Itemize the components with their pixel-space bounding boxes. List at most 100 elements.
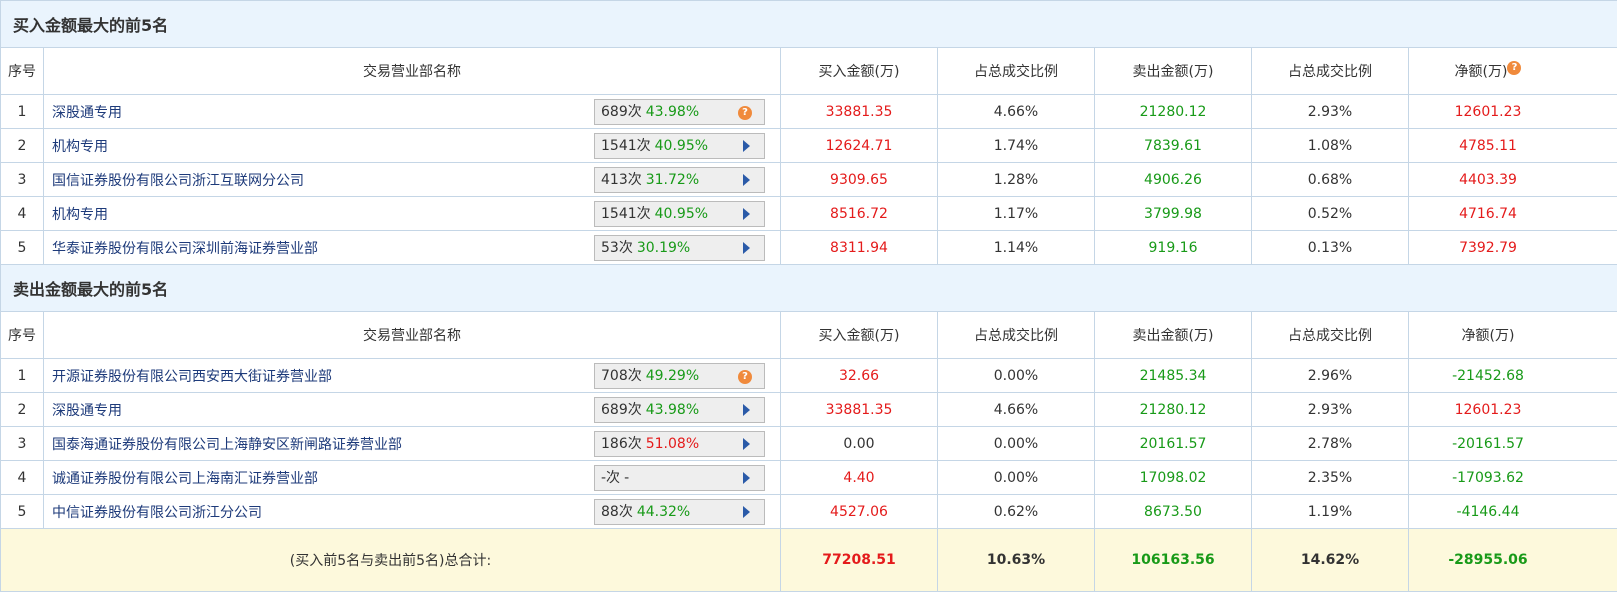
column-header-label: 交易营业部名称 xyxy=(363,64,461,80)
times-count: 413次 xyxy=(601,172,642,188)
buy-amount: 33881.35 xyxy=(781,393,938,427)
sell-ratio: 2.93% xyxy=(1252,95,1409,129)
help-icon[interactable]: ? xyxy=(738,106,752,120)
column-header: 卖出金额(万) xyxy=(1095,312,1252,359)
net-amount: -20161.57 xyxy=(1409,427,1617,461)
expand-arrow-icon[interactable] xyxy=(743,404,750,416)
times-count: 689次 xyxy=(601,402,642,418)
column-header: 交易营业部名称 xyxy=(44,48,781,95)
win-rate: - xyxy=(624,470,629,486)
expand-arrow-icon[interactable] xyxy=(743,506,750,518)
rank: 2 xyxy=(1,129,44,163)
expand-arrow-icon[interactable] xyxy=(743,174,750,186)
branch-name-link[interactable]: 开源证券股份有限公司西安西大街证券营业部 xyxy=(52,369,332,385)
column-header: 占总成交比例 xyxy=(938,312,1095,359)
total-net: -28955.06 xyxy=(1409,529,1617,592)
section-title: 买入金额最大的前5名 xyxy=(1,1,1617,48)
branch-name-link[interactable]: 诚通证券股份有限公司上海南汇证券营业部 xyxy=(52,471,318,487)
net-amount: 4785.11 xyxy=(1409,129,1617,163)
column-header: 买入金额(万) xyxy=(781,48,938,95)
sell-amount: 21280.12 xyxy=(1095,393,1252,427)
section-title: 卖出金额最大的前5名 xyxy=(1,265,1617,312)
branch-name-link[interactable]: 机构专用 xyxy=(52,139,108,155)
column-header: 净额(万) xyxy=(1409,312,1617,359)
total-buy: 77208.51 xyxy=(781,529,938,592)
expand-arrow-icon[interactable] xyxy=(743,242,750,254)
total-sell: 106163.56 xyxy=(1095,529,1252,592)
buy-amount: 8516.72 xyxy=(781,197,938,231)
column-header: 占总成交比例 xyxy=(938,48,1095,95)
branch-name-link[interactable]: 国信证券股份有限公司浙江互联网分公司 xyxy=(52,173,304,189)
win-rate: 49.29% xyxy=(646,368,699,384)
column-header: 占总成交比例 xyxy=(1252,48,1409,95)
times-count: 88次 xyxy=(601,504,633,520)
sell-ratio: 1.19% xyxy=(1252,495,1409,529)
total-buy-ratio: 10.63% xyxy=(938,529,1095,592)
column-header-label: 买入金额(万) xyxy=(819,64,900,80)
expand-arrow-icon[interactable] xyxy=(743,208,750,220)
net-amount: 4403.39 xyxy=(1409,163,1617,197)
column-header-label: 卖出金额(万) xyxy=(1133,64,1214,80)
sell-ratio: 2.96% xyxy=(1252,359,1409,393)
net-amount: 7392.79 xyxy=(1409,231,1617,265)
branch-name-link[interactable]: 国泰海通证券股份有限公司上海静安区新闸路证券营业部 xyxy=(52,437,402,453)
sell-ratio: 0.13% xyxy=(1252,231,1409,265)
buy-amount: 9309.65 xyxy=(781,163,938,197)
rank: 4 xyxy=(1,197,44,231)
net-amount: -17093.62 xyxy=(1409,461,1617,495)
header-row: 序号交易营业部名称买入金额(万)占总成交比例卖出金额(万)占总成交比例净额(万)… xyxy=(1,48,1617,95)
expand-arrow-icon[interactable] xyxy=(743,438,750,450)
column-header: 买入金额(万) xyxy=(781,312,938,359)
sell-amount: 21280.12 xyxy=(1095,95,1252,129)
rank: 5 xyxy=(1,495,44,529)
branch-name-link[interactable]: 中信证券股份有限公司浙江分公司 xyxy=(52,505,262,521)
expand-arrow-icon[interactable] xyxy=(743,472,750,484)
column-header-label: 卖出金额(万) xyxy=(1133,328,1214,344)
help-icon[interactable]: ? xyxy=(738,370,752,384)
column-header-label: 占总成交比例 xyxy=(1288,328,1372,344)
win-rate: 44.32% xyxy=(637,504,690,520)
branch-name-link[interactable]: 深股通专用 xyxy=(52,105,122,121)
sell-ratio: 1.08% xyxy=(1252,129,1409,163)
buy-amount: 32.66 xyxy=(781,359,938,393)
rank: 3 xyxy=(1,427,44,461)
total-label: (买入前5名与卖出前5名)总合计: xyxy=(1,529,781,592)
branch-name-link[interactable]: 机构专用 xyxy=(52,207,108,223)
sell-amount: 17098.02 xyxy=(1095,461,1252,495)
column-header: 序号 xyxy=(1,312,44,359)
column-header-label: 交易营业部名称 xyxy=(363,328,461,344)
sell-ratio: 0.52% xyxy=(1252,197,1409,231)
rank: 4 xyxy=(1,461,44,495)
buy-ratio: 0.00% xyxy=(938,359,1095,393)
branch-name-link[interactable]: 华泰证券股份有限公司深圳前海证券营业部 xyxy=(52,241,318,257)
stats-badge[interactable]: -次- xyxy=(594,465,765,491)
sell-ratio: 2.35% xyxy=(1252,461,1409,495)
help-icon[interactable]: ? xyxy=(1507,61,1521,75)
sell-amount: 4906.26 xyxy=(1095,163,1252,197)
buy-ratio: 1.28% xyxy=(938,163,1095,197)
expand-arrow-icon[interactable] xyxy=(743,140,750,152)
sell-amount: 8673.50 xyxy=(1095,495,1252,529)
win-rate: 43.98% xyxy=(646,104,699,120)
win-rate: 40.95% xyxy=(655,206,708,222)
buy-ratio: 1.14% xyxy=(938,231,1095,265)
buy-ratio: 1.74% xyxy=(938,129,1095,163)
branch-name-link[interactable]: 深股通专用 xyxy=(52,403,122,419)
win-rate: 40.95% xyxy=(655,138,708,154)
